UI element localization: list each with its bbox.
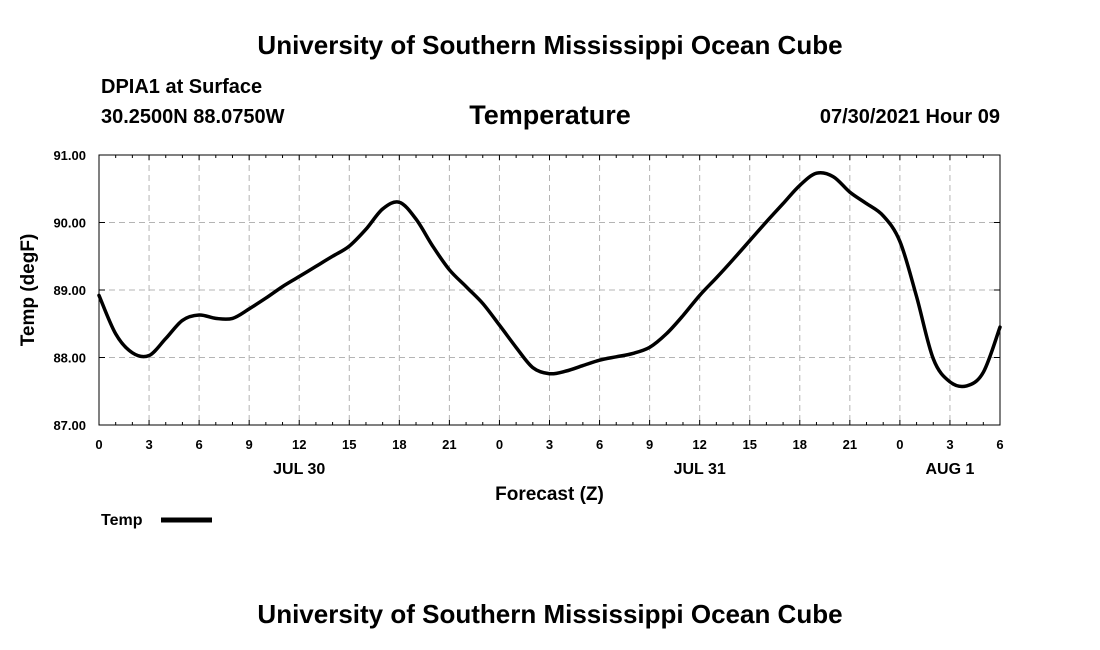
grid-lines: [99, 155, 1000, 425]
station-coordinates: 30.2500N 88.0750W: [101, 106, 285, 128]
chart-title: Temperature: [469, 100, 631, 130]
station-label: DPIA1 at Surface: [101, 76, 263, 98]
y-tick-label: 90.00: [53, 216, 86, 231]
x-tick-label: 3: [145, 437, 152, 452]
x-tick-label: 15: [742, 437, 756, 452]
x-tick-label: 9: [246, 437, 253, 452]
x-tick-label: 15: [342, 437, 356, 452]
day-label: JUL 30: [273, 461, 325, 478]
x-tick-label: 9: [646, 437, 653, 452]
x-tick-label: 21: [843, 437, 857, 452]
x-tick-label: 18: [392, 437, 406, 452]
x-tick-label: 6: [195, 437, 202, 452]
x-tick-label: 18: [793, 437, 807, 452]
y-tick-label: 88.00: [53, 351, 86, 366]
y-tick-label: 91.00: [53, 148, 86, 163]
page-title: University of Southern Mississippi Ocean…: [257, 30, 843, 60]
x-tick-label: 3: [946, 437, 953, 452]
plot-frame: [98, 154, 1001, 426]
x-tick-label: 3: [546, 437, 553, 452]
series-layer: [97, 170, 1002, 389]
footer-title: University of Southern Mississippi Ocean…: [257, 599, 843, 629]
x-tick-label: 0: [496, 437, 503, 452]
x-tick-label: 21: [442, 437, 456, 452]
legend: Temp: [101, 512, 212, 529]
x-tick-labels: 0 3 6 9 12 15 18 21 0 3 6 9 12 15 18 21 0 3 6: [95, 437, 1003, 452]
y-tick-label: 87.00: [53, 418, 86, 433]
y-tick-labels: 87.00 88.00 89.00 90.00 91.00: [53, 148, 86, 433]
y-tick-label: 89.00: [53, 283, 86, 298]
day-label: JUL 31: [674, 461, 726, 478]
x-tick-label: 6: [596, 437, 603, 452]
legend-label-temp: Temp: [101, 512, 143, 529]
x-tick-label: 6: [996, 437, 1003, 452]
day-label: AUG 1: [925, 461, 974, 478]
series-line-temp: [97, 170, 1002, 389]
day-labels: JUL 30 JUL 31 AUG 1: [273, 461, 974, 478]
forecast-datetime: 07/30/2021 Hour 09: [819, 106, 1000, 128]
y-axis-title: Temp (degF): [18, 234, 39, 347]
x-axis-title: Forecast (Z): [495, 484, 604, 505]
x-tick-label: 0: [896, 437, 903, 452]
x-tick-label: 12: [692, 437, 706, 452]
x-tick-label: 0: [95, 437, 102, 452]
x-tick-label: 12: [292, 437, 306, 452]
